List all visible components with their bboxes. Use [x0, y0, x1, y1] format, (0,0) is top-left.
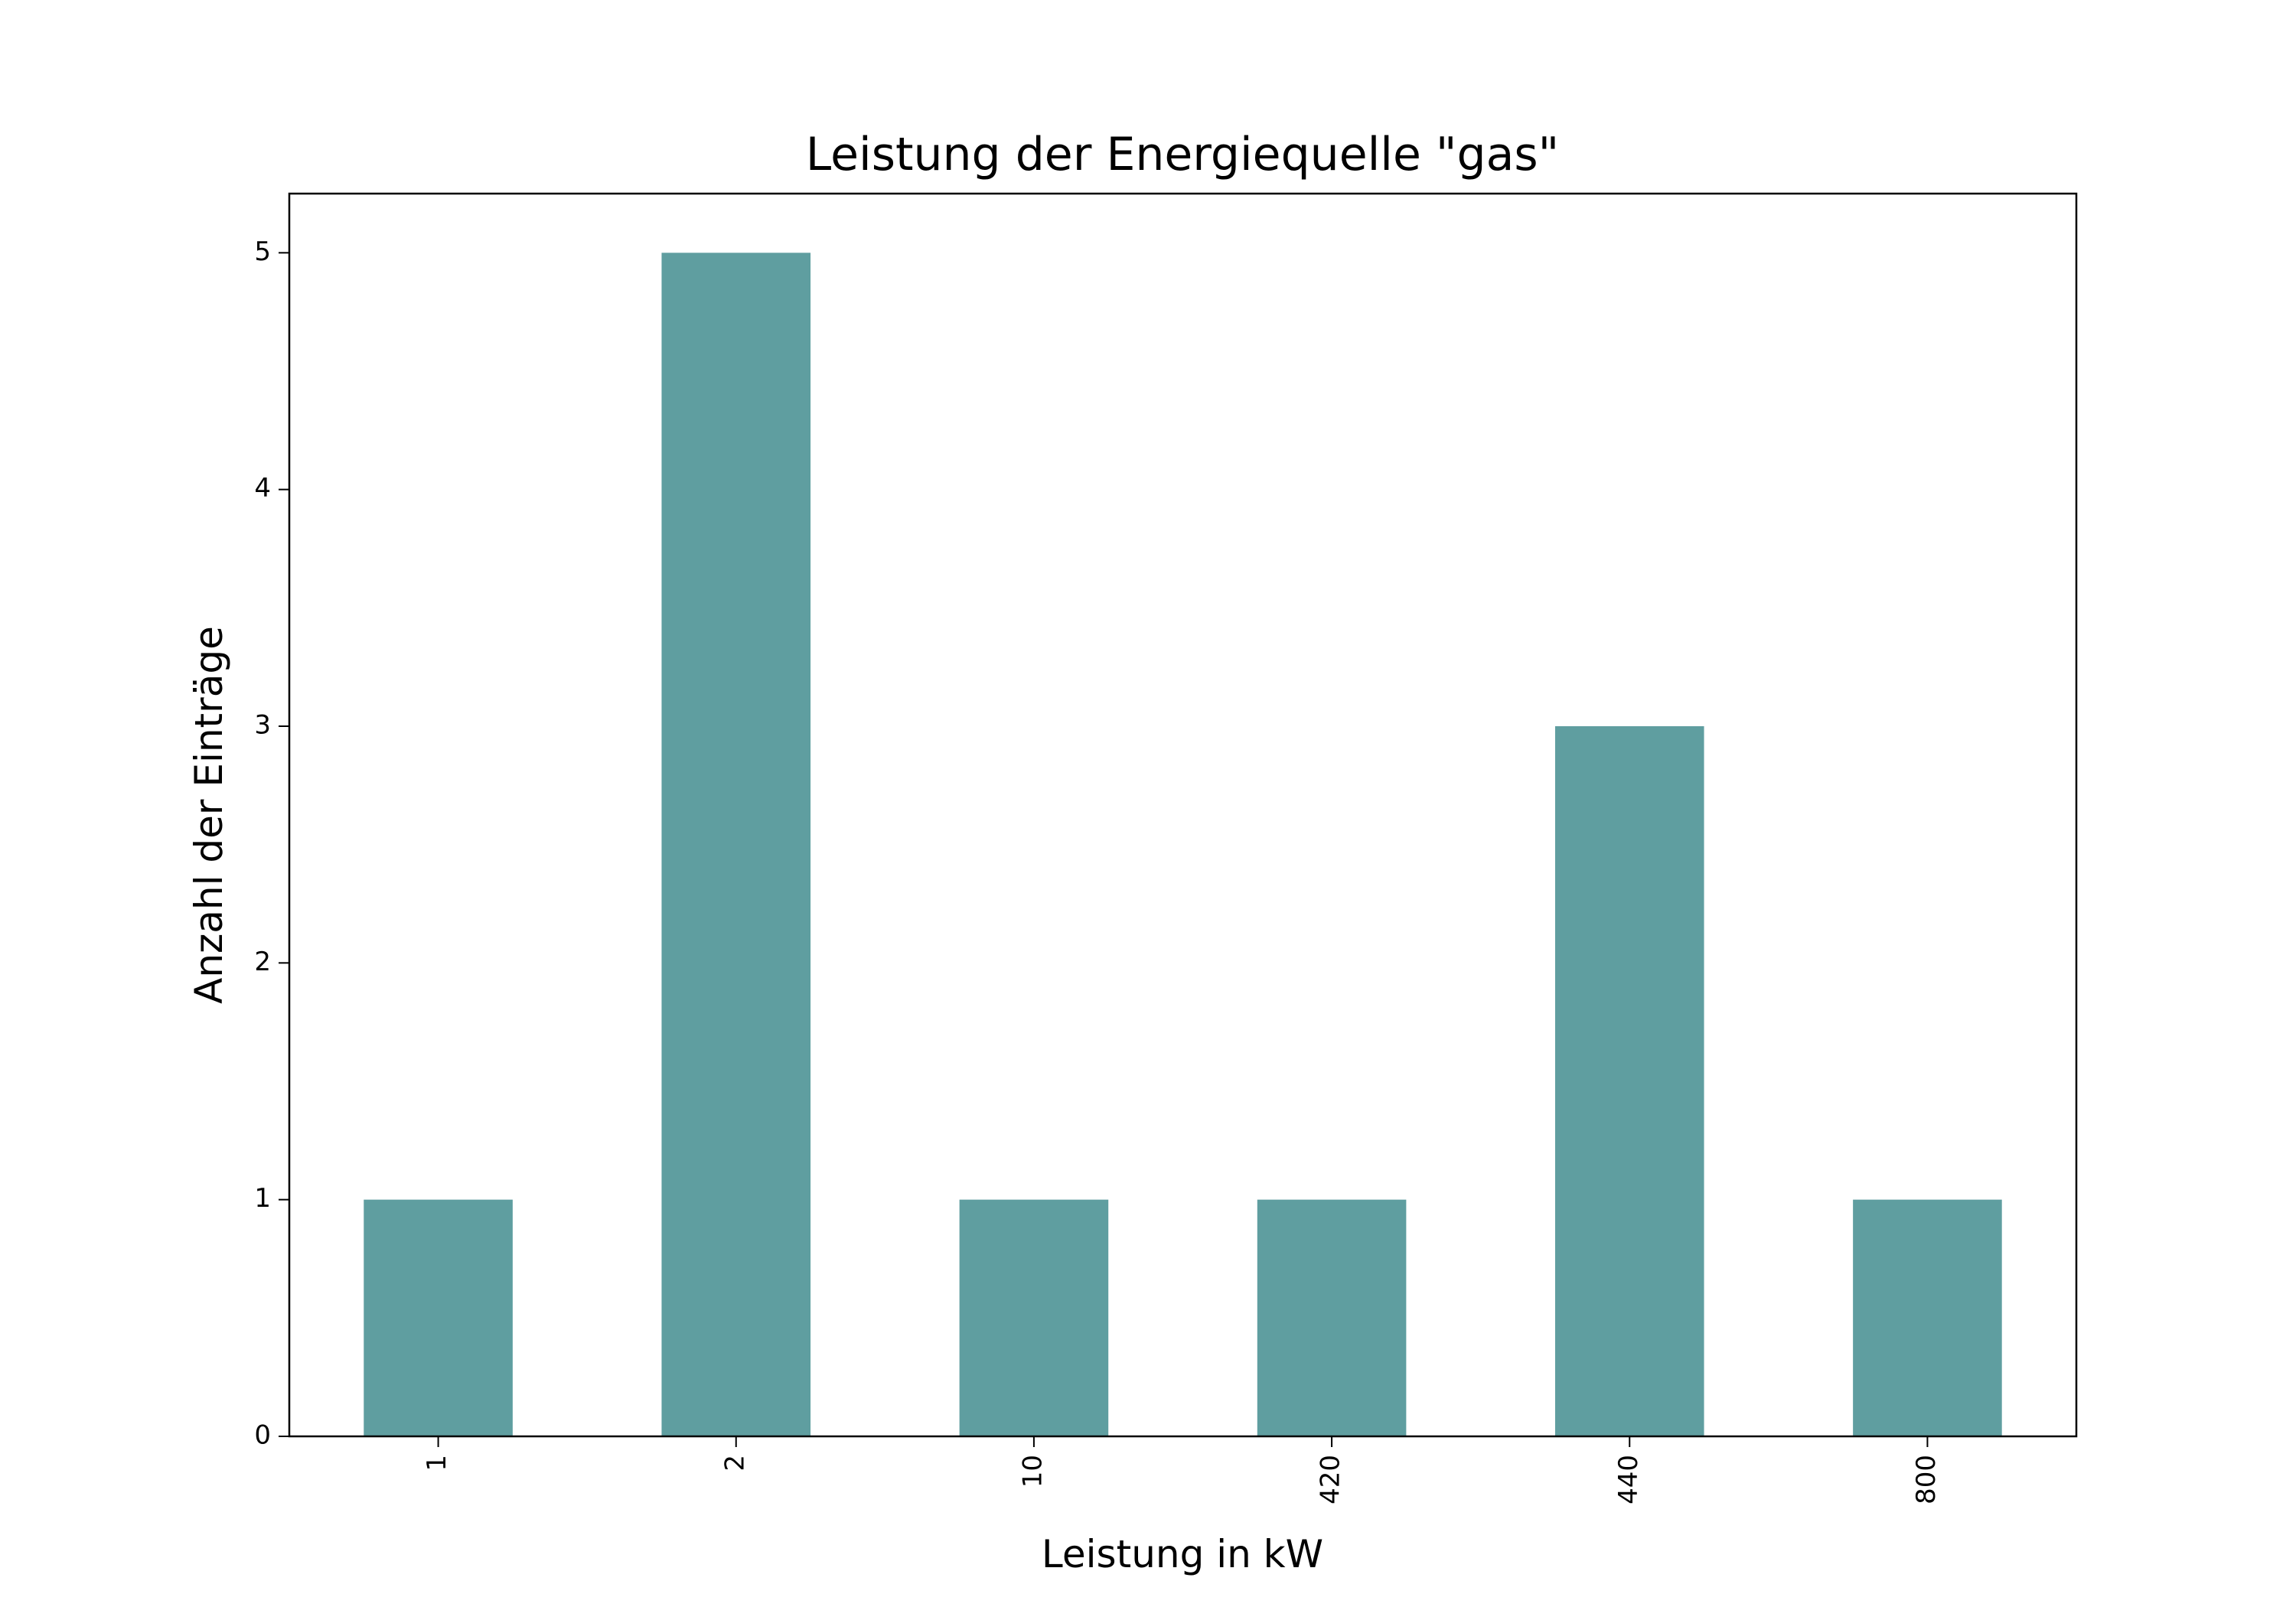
bar-1: [364, 1199, 513, 1436]
x-axis: 1 2 10 420 440 800: [422, 1436, 1942, 1504]
x-tick-label: 2: [719, 1455, 750, 1472]
bar-10: [959, 1199, 1109, 1436]
y-tick-label: 3: [254, 710, 271, 741]
x-tick-label: 10: [1017, 1455, 1048, 1488]
x-axis-label: Leistung in kW: [1042, 1532, 1323, 1576]
bar-420: [1257, 1199, 1407, 1436]
x-tick-label: 800: [1911, 1455, 1942, 1504]
x-tick-label: 420: [1316, 1455, 1346, 1504]
y-axis-label: Anzahl der Einträge: [187, 626, 231, 1004]
y-tick-label: 2: [254, 947, 271, 977]
y-tick-label: 1: [254, 1183, 271, 1214]
bars-layer: [364, 253, 2002, 1436]
bar-440: [1554, 726, 1704, 1436]
y-axis: 0 1 2 3 4 5: [254, 236, 289, 1451]
y-tick-label: 4: [254, 473, 271, 504]
chart-title: Leistung der Energiequelle "gas": [806, 128, 1560, 181]
y-tick-label: 0: [254, 1420, 271, 1451]
x-tick-label: 440: [1613, 1455, 1644, 1504]
bar-800: [1853, 1199, 2002, 1436]
y-tick-label: 5: [254, 236, 271, 267]
x-tick-label: 1: [422, 1455, 452, 1472]
bar-2: [661, 253, 811, 1436]
plot-frame: [288, 192, 2078, 1438]
